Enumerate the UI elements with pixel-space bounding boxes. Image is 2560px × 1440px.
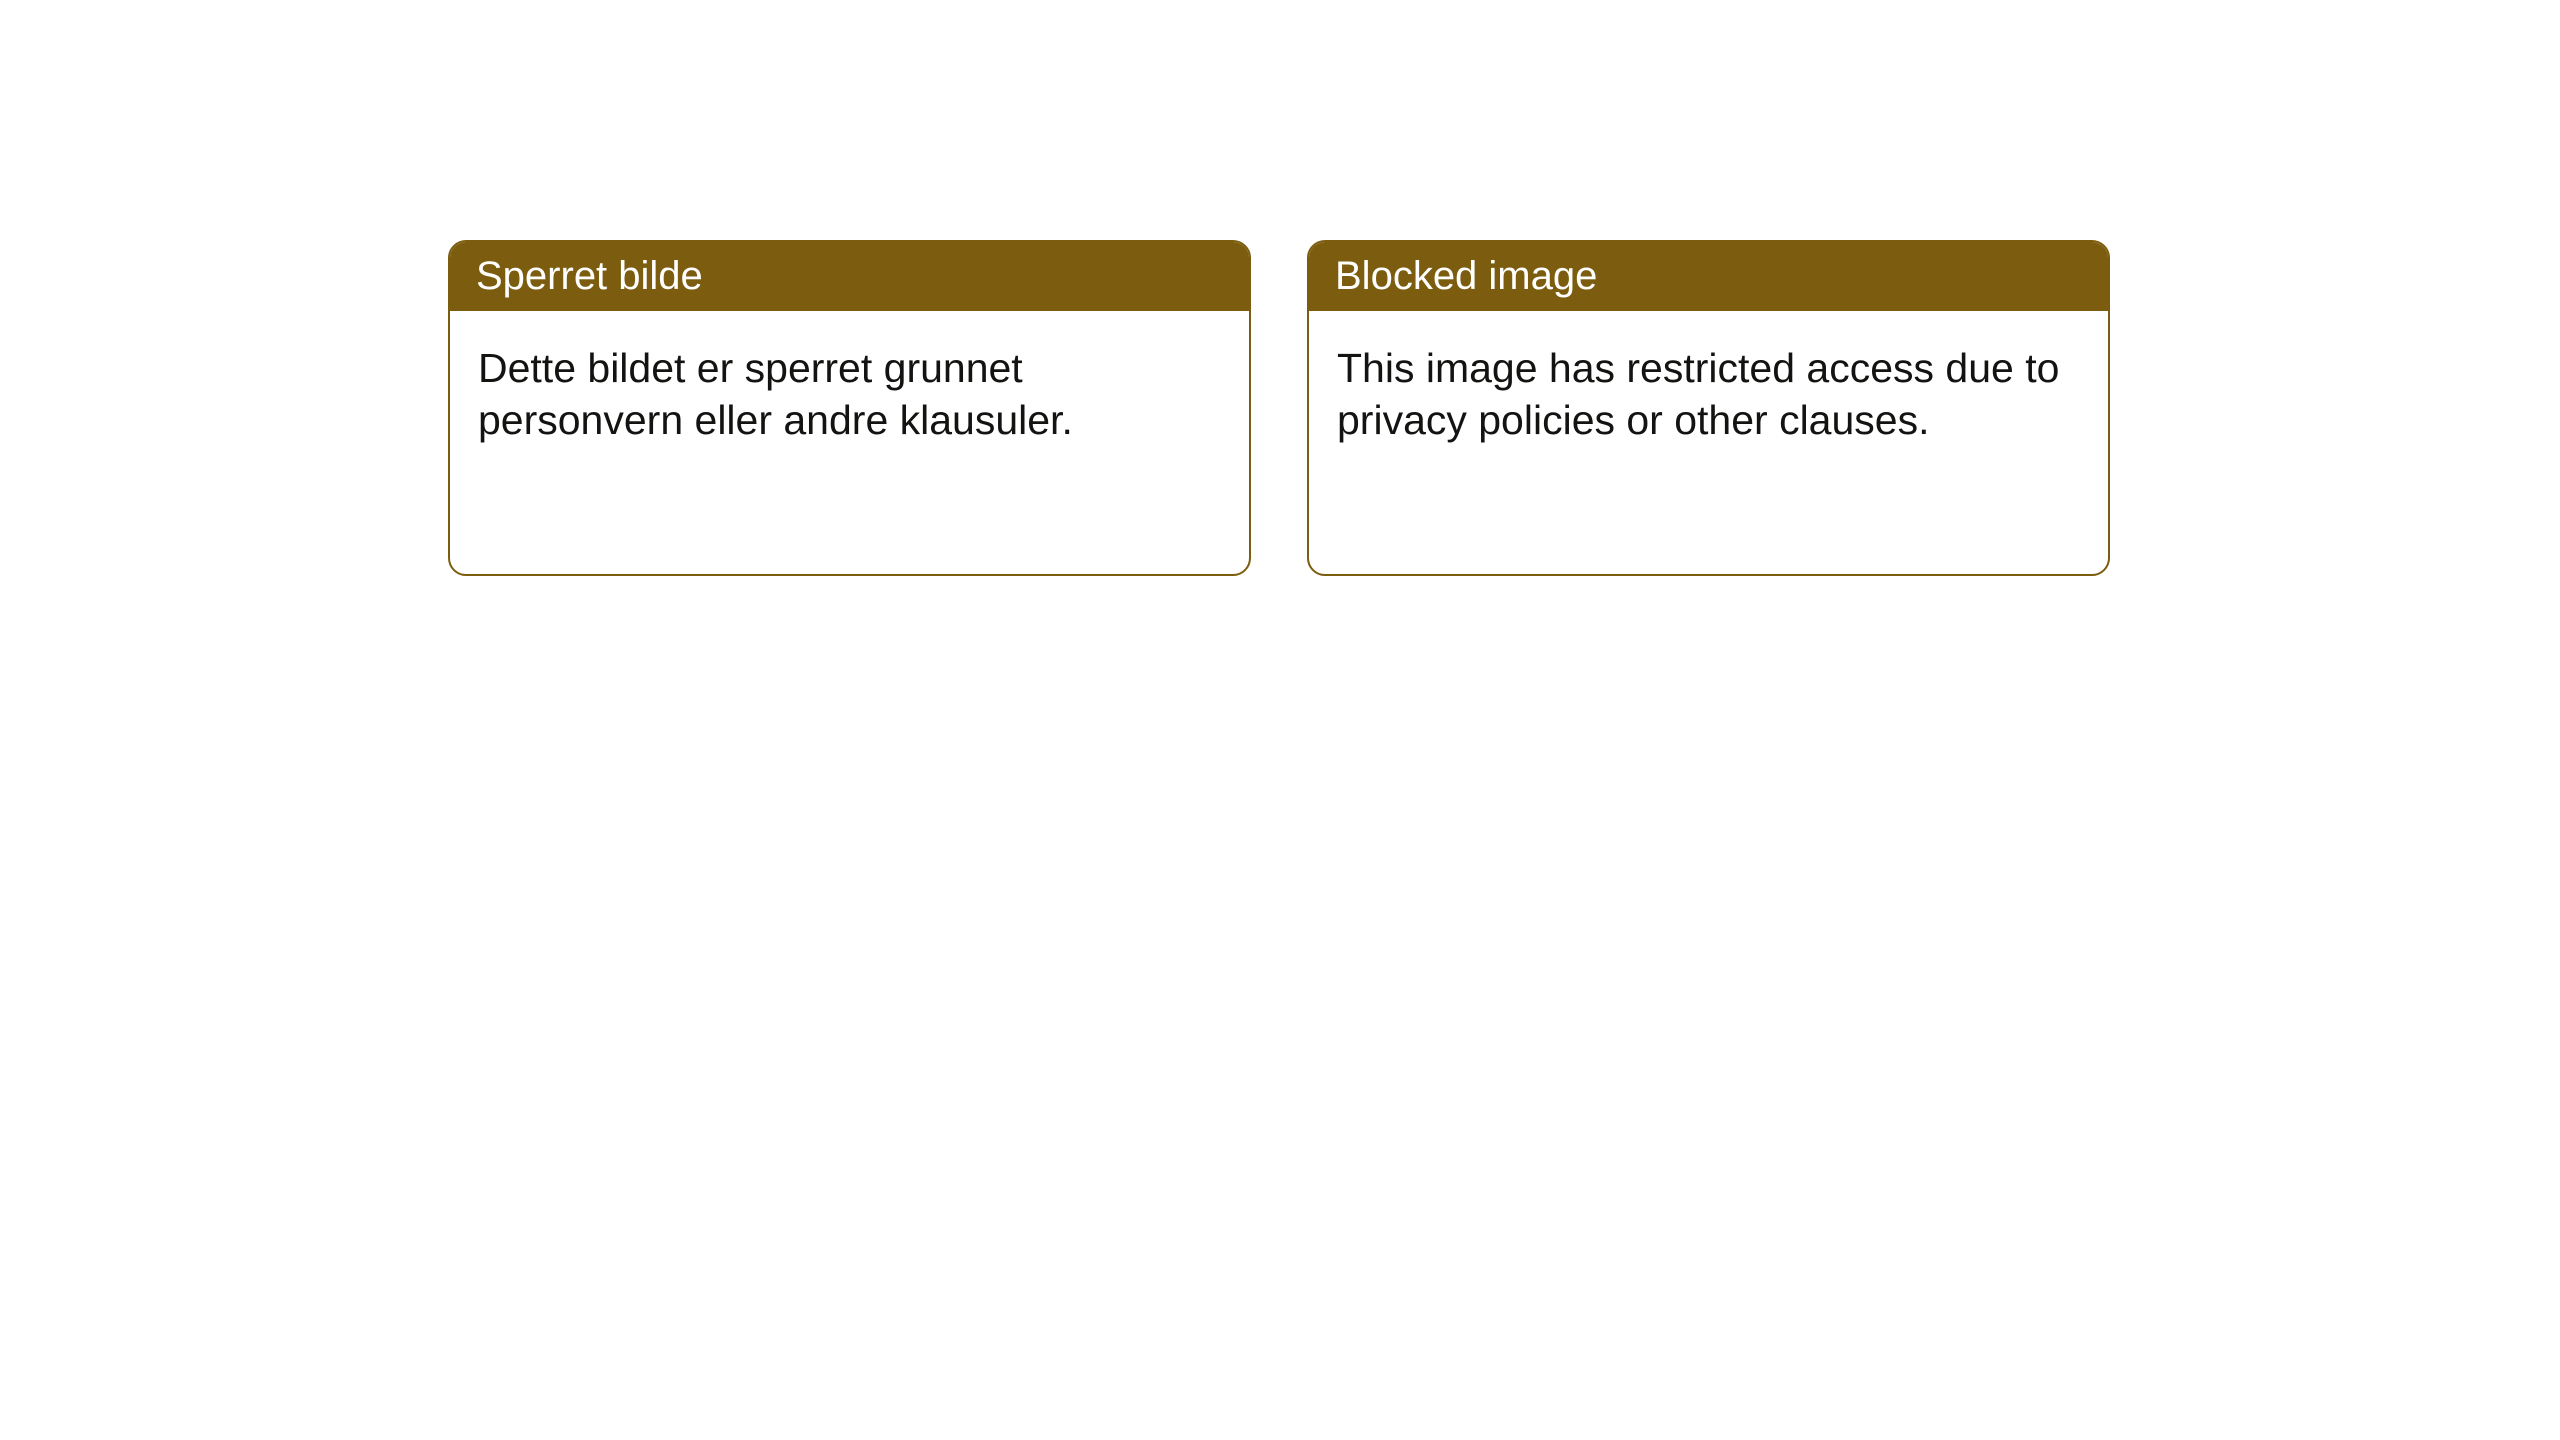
card-title: Blocked image [1335, 254, 1597, 298]
card-header: Sperret bilde [450, 242, 1249, 311]
notice-card-norwegian: Sperret bilde Dette bildet er sperret gr… [448, 240, 1251, 576]
notice-card-english: Blocked image This image has restricted … [1307, 240, 2110, 576]
card-body-text: This image has restricted access due to … [1337, 345, 2059, 443]
card-body: This image has restricted access due to … [1309, 311, 2108, 478]
card-header: Blocked image [1309, 242, 2108, 311]
card-body: Dette bildet er sperret grunnet personve… [450, 311, 1249, 478]
notice-cards-container: Sperret bilde Dette bildet er sperret gr… [448, 240, 2110, 576]
card-title: Sperret bilde [476, 254, 703, 298]
card-body-text: Dette bildet er sperret grunnet personve… [478, 345, 1073, 443]
